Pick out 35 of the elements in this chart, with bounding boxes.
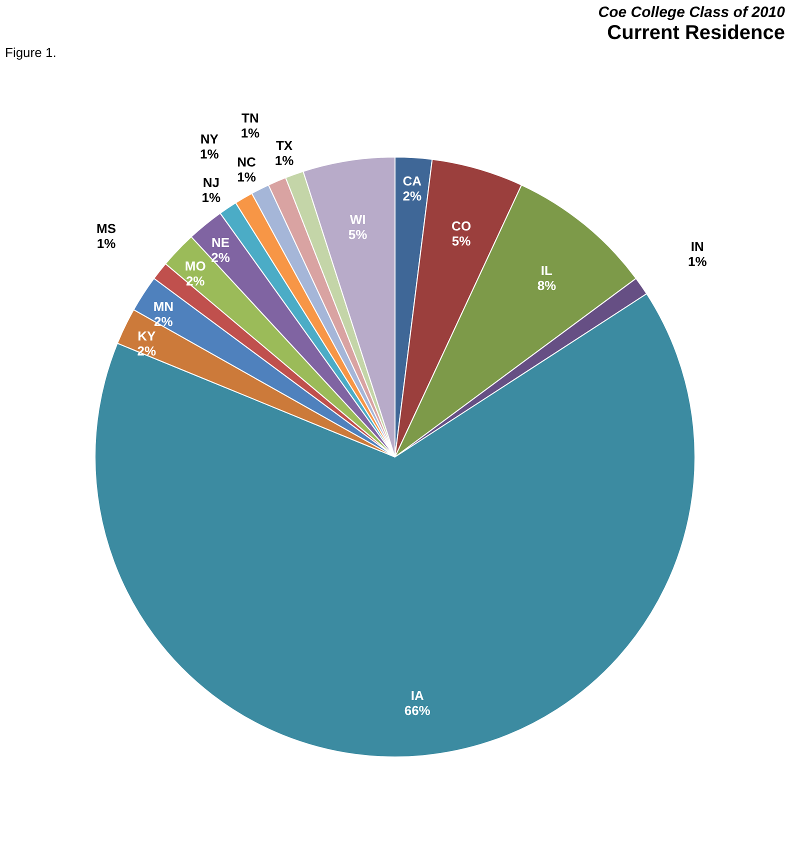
data-label: 1% [96, 236, 116, 251]
data-label: 5% [348, 226, 368, 242]
slice-label: TN [242, 110, 259, 126]
slice-label: NJ [202, 174, 220, 190]
slice-label: KY [138, 328, 156, 344]
slice-label: MS [96, 220, 116, 236]
data-label: 2% [211, 250, 230, 266]
slice-label: NY [200, 131, 219, 146]
chart-subtitle: Current Residence [607, 22, 785, 44]
data-label: 2% [402, 188, 422, 204]
data-label: 8% [537, 278, 557, 294]
data-label: 1% [200, 146, 220, 162]
data-label: 66% [404, 702, 431, 718]
slice-label: MO [184, 258, 206, 274]
slice-label: MN [153, 298, 174, 314]
slice-label: NC [237, 154, 257, 170]
data-label: 1% [202, 190, 221, 205]
data-label: 2% [154, 314, 174, 329]
data-label: 5% [452, 233, 472, 248]
data-label: 1% [240, 126, 260, 141]
slice-label: TX [276, 138, 293, 154]
data-label: 1% [274, 153, 294, 168]
slice-label: IL [540, 263, 553, 278]
slice-label: CA [402, 174, 422, 189]
caption: Figure 1. [5, 45, 56, 60]
chart-title: Coe College Class of 2010 [598, 4, 786, 21]
slice-label: IN [690, 239, 704, 254]
slice-label: IA [410, 688, 424, 703]
data-label: 1% [688, 254, 708, 270]
slice-label: NE [212, 235, 230, 250]
slice-label: CO [452, 218, 472, 234]
data-label: 2% [186, 273, 206, 288]
data-label: 2% [137, 344, 156, 359]
data-label: 1% [237, 169, 256, 184]
slice-label: WI [350, 212, 366, 227]
